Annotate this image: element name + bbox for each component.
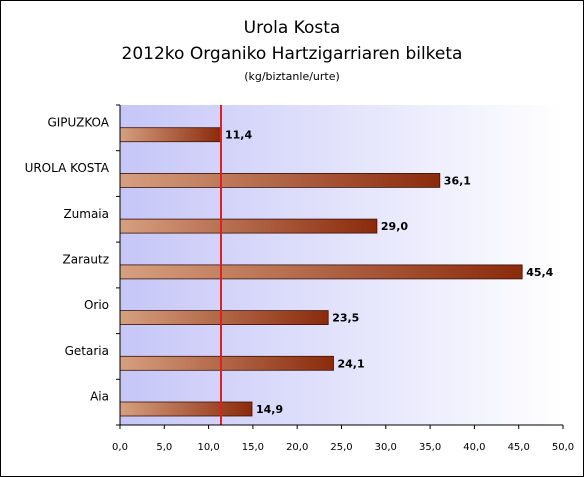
category-label: GIPUZKOA [47,115,109,129]
bar-gipuzkoa [119,127,222,143]
x-tick-label: 45,0 [508,442,530,453]
x-tick-label: 10,0 [197,442,219,453]
chart-unit-label: (kg/biztanle/urte) [244,70,340,83]
x-tick-label: 35,0 [419,442,441,453]
bar-zarautz [119,264,523,280]
category-label: Zarautz [63,253,109,267]
category-label: UROLA KOSTA [25,161,110,175]
category-label: Aia [90,390,109,404]
data-label: 14,9 [256,403,283,416]
bar-getaria [119,355,334,371]
x-tick-label: 50,0 [552,442,574,453]
data-label: 23,5 [332,312,359,325]
data-label: 36,1 [444,174,471,187]
x-tick-label: 5,0 [156,442,172,453]
category-label: Zumaia [63,207,109,221]
bar-aia [119,401,253,417]
data-label: 11,4 [225,129,252,142]
x-tick-label: 40,0 [463,442,485,453]
x-tick-label: 15,0 [242,442,264,453]
chart-title: Urola Kosta [243,18,341,38]
data-label: 24,1 [338,357,365,370]
category-label: Getaria [65,344,109,358]
data-label: 45,4 [526,266,553,279]
bar-urola-kosta [119,172,441,188]
x-tick-label: 25,0 [330,442,352,453]
x-tick-label: 0,0 [112,442,128,453]
bar-zumaia [119,218,378,234]
x-tick-label: 30,0 [375,442,397,453]
category-label: Orio [84,298,109,312]
bar-orio [119,310,329,326]
chart-subtitle: 2012ko Organiko Hartzigarriaren bilketa [121,44,463,64]
data-label: 29,0 [381,220,408,233]
x-tick-label: 20,0 [286,442,308,453]
